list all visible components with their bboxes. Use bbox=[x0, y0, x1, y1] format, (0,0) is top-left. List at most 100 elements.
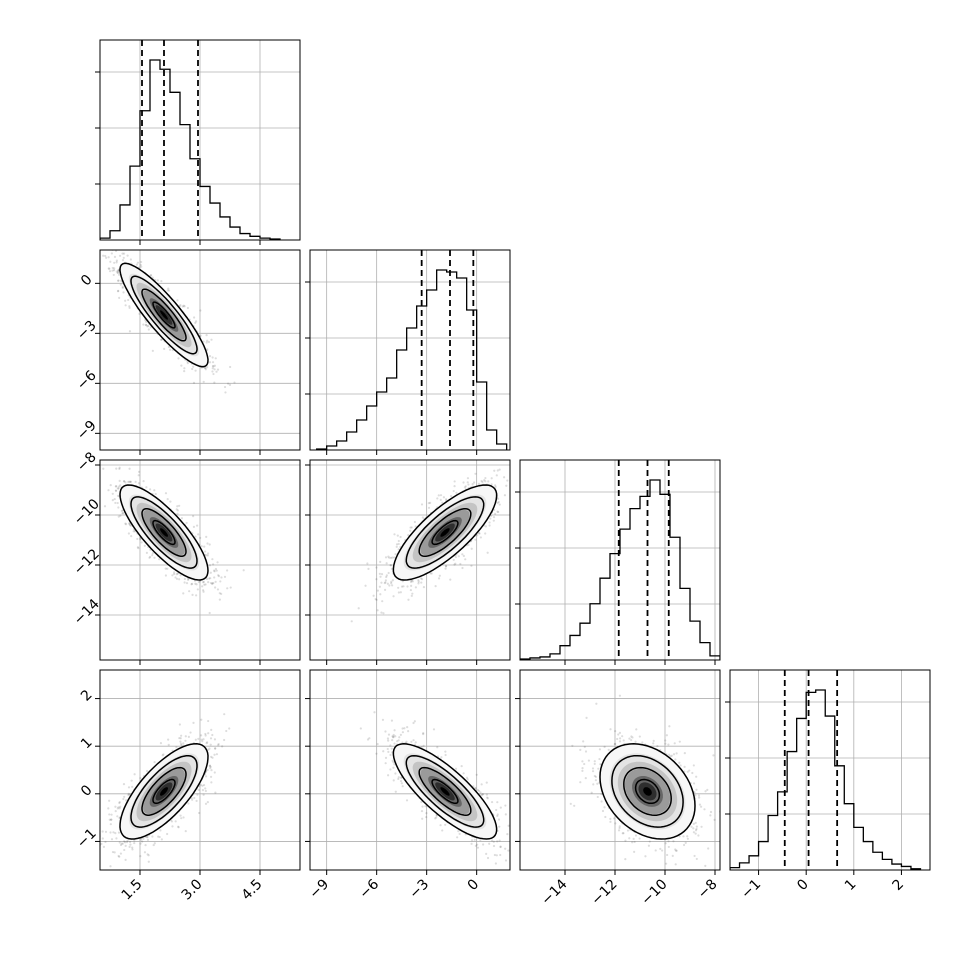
scatter-point bbox=[394, 553, 397, 556]
scatter-point bbox=[212, 365, 215, 368]
scatter-point bbox=[105, 256, 108, 259]
contour-line bbox=[431, 519, 459, 546]
scatter-point bbox=[148, 488, 152, 491]
scatter-point bbox=[149, 326, 152, 329]
scatter-panel-1-2 bbox=[309, 459, 513, 661]
scatter-point bbox=[461, 553, 464, 556]
scatter-point bbox=[390, 567, 393, 570]
scatter-point bbox=[496, 510, 499, 513]
scatter-point bbox=[397, 591, 400, 594]
scatter-point bbox=[176, 512, 179, 515]
scatter-point bbox=[209, 743, 212, 746]
scatter-point bbox=[506, 479, 509, 482]
scatter-point bbox=[406, 585, 409, 588]
scatter-point bbox=[206, 366, 209, 369]
scatter-point bbox=[216, 561, 219, 564]
scatter-point bbox=[179, 737, 182, 740]
scatter-point bbox=[177, 357, 180, 360]
scatter-point bbox=[173, 572, 176, 576]
scatter-point bbox=[119, 843, 123, 847]
scatter-point bbox=[511, 491, 513, 493]
scatter-point bbox=[171, 574, 174, 577]
scatter-point bbox=[410, 526, 413, 529]
panel-frame bbox=[309, 459, 511, 661]
scatter-point bbox=[211, 733, 214, 737]
scatter-point bbox=[496, 469, 499, 472]
scatter-point bbox=[122, 480, 126, 483]
scatter-point bbox=[444, 565, 448, 568]
scatter-point bbox=[375, 566, 378, 569]
scatter-point bbox=[381, 600, 384, 603]
scatter-point bbox=[204, 802, 208, 805]
scatter-point bbox=[389, 564, 393, 567]
scatter-point bbox=[178, 504, 181, 507]
scatter-point bbox=[208, 564, 212, 567]
scatter-point bbox=[183, 577, 186, 581]
scatter-point bbox=[477, 532, 481, 535]
scatter-point bbox=[220, 576, 223, 579]
scatter-point bbox=[160, 280, 163, 283]
scatter-point bbox=[206, 552, 210, 555]
scatter-point bbox=[168, 348, 172, 351]
scatter-point bbox=[459, 562, 462, 566]
scatter-point bbox=[399, 535, 402, 539]
scatter-point bbox=[119, 514, 122, 517]
scatter-point bbox=[387, 555, 390, 558]
scatter-point bbox=[399, 591, 402, 594]
scatter-point bbox=[122, 797, 125, 801]
scatter-point bbox=[213, 364, 216, 367]
y-tick-label: −9 bbox=[74, 418, 100, 444]
scatter-point bbox=[113, 497, 116, 501]
scatter-point bbox=[490, 477, 493, 480]
scatter-point bbox=[366, 562, 369, 565]
scatter-point bbox=[214, 357, 217, 360]
scatter-point bbox=[200, 738, 203, 741]
scatter-point bbox=[117, 506, 120, 509]
scatter-point bbox=[186, 362, 189, 365]
scatter-point bbox=[396, 534, 399, 537]
scatter-point bbox=[178, 723, 181, 726]
scatter-point bbox=[498, 468, 501, 471]
scatter-point bbox=[124, 523, 128, 526]
scatter-point bbox=[414, 525, 417, 528]
scatter-point bbox=[199, 309, 202, 312]
scatter-point bbox=[392, 595, 395, 598]
scatter-point bbox=[97, 478, 99, 480]
scatter-point bbox=[364, 584, 367, 587]
scatter-point bbox=[464, 485, 467, 488]
scatter-point bbox=[191, 593, 194, 596]
scatter-point bbox=[204, 583, 207, 586]
scatter-point bbox=[463, 486, 467, 489]
scatter-point bbox=[453, 480, 456, 483]
scatter-point bbox=[498, 503, 501, 506]
scatter-point bbox=[411, 580, 414, 583]
scatter-point bbox=[124, 304, 127, 307]
scatter-point bbox=[111, 492, 114, 495]
scatter-point bbox=[127, 532, 130, 535]
scatter-point bbox=[108, 267, 111, 270]
scatter-point bbox=[128, 523, 132, 526]
scatter-point bbox=[190, 583, 193, 586]
scatter-point bbox=[397, 539, 400, 543]
scatter-point bbox=[209, 737, 213, 740]
scatter-point bbox=[442, 496, 445, 499]
scatter-point bbox=[149, 555, 152, 558]
scatter-point bbox=[212, 372, 215, 376]
scatter-point bbox=[137, 470, 141, 473]
contour-line bbox=[119, 484, 209, 581]
scatter-point bbox=[484, 525, 487, 528]
scatter-point bbox=[159, 829, 162, 832]
scatter-point bbox=[140, 541, 143, 544]
scatter-point bbox=[454, 556, 458, 559]
scatter-point bbox=[208, 361, 212, 364]
scatter-point bbox=[492, 516, 496, 519]
scatter-point bbox=[117, 269, 120, 272]
scatter-point bbox=[215, 370, 218, 373]
scatter-point bbox=[176, 509, 179, 512]
scatter-point bbox=[207, 748, 210, 751]
scatter-point bbox=[113, 267, 116, 270]
scatter-point bbox=[159, 338, 163, 341]
scatter-point bbox=[242, 569, 245, 572]
scatter-point bbox=[457, 555, 460, 558]
scatter-point bbox=[188, 590, 191, 593]
